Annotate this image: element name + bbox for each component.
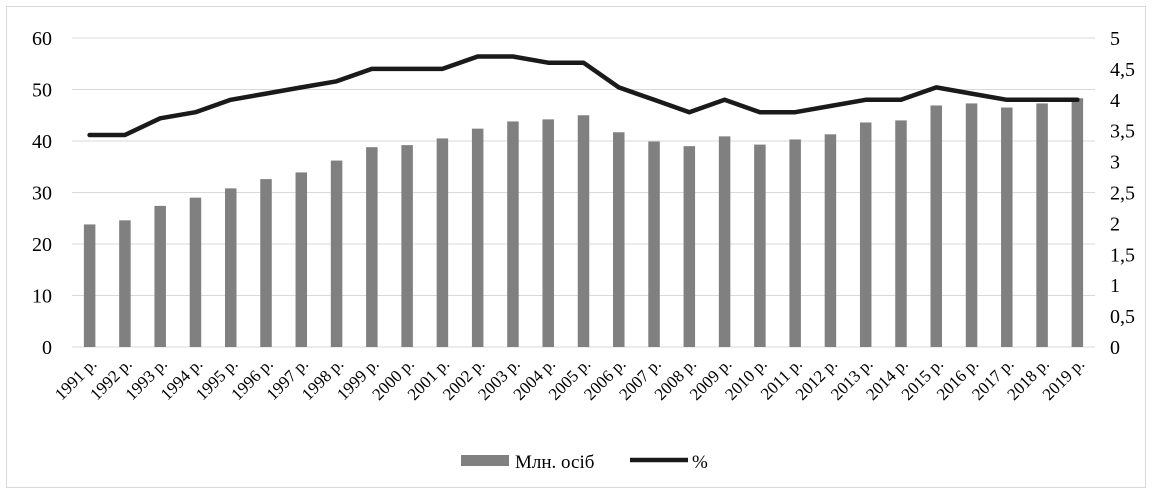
bar (260, 179, 272, 347)
y-right-tick-label: 5 (1110, 28, 1120, 50)
bar (1001, 107, 1013, 348)
bar (824, 134, 837, 347)
y-right-tick-label: 2,5 (1110, 183, 1135, 205)
bar (471, 128, 484, 347)
bar (683, 146, 696, 347)
series-line (87, 54, 1080, 138)
y-left-tick-label: 60 (32, 28, 52, 50)
bar (295, 172, 308, 347)
bar (154, 205, 166, 347)
bar (577, 115, 590, 347)
legend-label-line: % (692, 452, 708, 473)
y-right-tick-label: 0,5 (1110, 306, 1135, 328)
left-axis-ticks: 0 10 20 30 40 50 60 (32, 28, 52, 359)
bar (189, 197, 202, 347)
bar (542, 119, 554, 348)
bar (224, 188, 237, 347)
bar (1071, 98, 1084, 347)
bar (718, 136, 731, 347)
bar (965, 103, 978, 347)
y-left-tick-label: 10 (32, 286, 52, 308)
y-left-tick-label: 20 (32, 234, 52, 256)
y-right-tick-label: 4 (1110, 90, 1120, 112)
bar (83, 224, 96, 347)
line-series (87, 54, 1080, 138)
y-right-tick-label: 4,5 (1110, 59, 1135, 81)
legend: Млн. осіб % (461, 452, 708, 473)
legend-swatch-bars (461, 455, 509, 466)
bar (507, 121, 519, 348)
y-left-tick-label: 40 (32, 131, 52, 153)
bar (1036, 103, 1048, 347)
bar (613, 132, 625, 347)
bar (401, 145, 413, 347)
right-axis-ticks: 0 0,5 1 1,5 2 2,5 3 3,5 4 4,5 5 (1110, 28, 1135, 359)
bar (119, 220, 131, 347)
x-axis-ticks: 1991 р.1992 р.1993 р.1994 р.1995 р.1996 … (51, 354, 1088, 403)
bar (754, 144, 766, 347)
bar (330, 160, 343, 347)
y-right-tick-label: 3 (1110, 152, 1120, 174)
y-right-tick-label: 3,5 (1110, 121, 1135, 143)
bar (930, 105, 943, 347)
bar (366, 147, 378, 347)
bar (436, 138, 449, 347)
bar (859, 122, 872, 348)
y-left-tick-label: 30 (32, 183, 52, 205)
bar (895, 120, 907, 348)
y-right-tick-label: 1 (1110, 275, 1120, 297)
y-right-tick-label: 0 (1110, 337, 1120, 359)
y-right-tick-label: 1,5 (1110, 244, 1135, 266)
y-left-tick-label: 0 (42, 337, 52, 359)
legend-label-bars: Млн. осіб (515, 452, 594, 473)
y-right-tick-label: 2 (1110, 213, 1120, 235)
bar (648, 141, 660, 347)
bar (789, 139, 801, 347)
y-left-tick-label: 50 (32, 80, 52, 102)
bar-series (83, 98, 1084, 348)
